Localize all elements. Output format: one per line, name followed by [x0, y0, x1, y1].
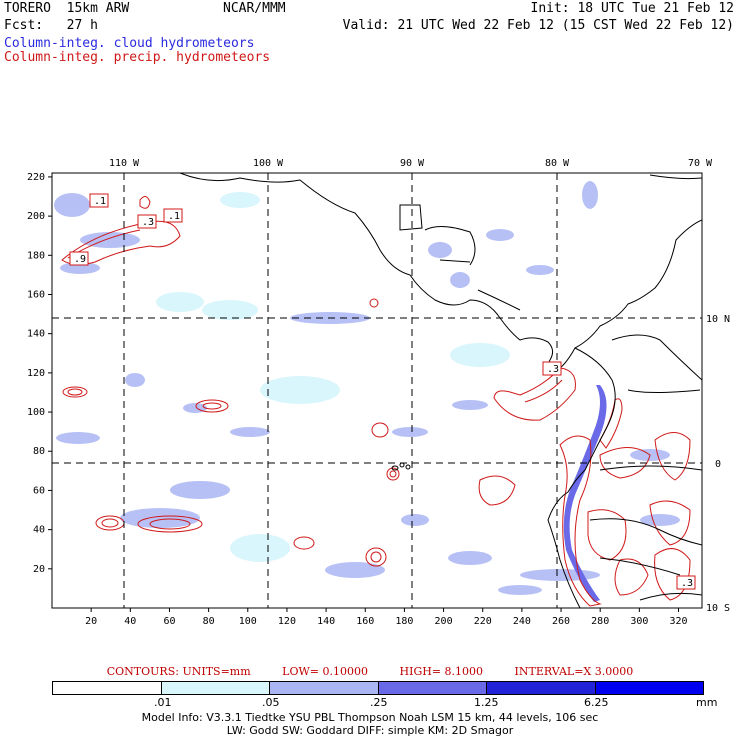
contour-box-label: .3: [681, 578, 693, 589]
x-tick-label: 280: [591, 616, 609, 627]
x-tick-label: 120: [278, 616, 296, 627]
x-tick-label: 100: [239, 616, 257, 627]
x-tick-label: 220: [474, 616, 492, 627]
contour-box-6: .3: [676, 575, 696, 590]
contour-units: CONTOURS: UNITS=mm: [106, 665, 251, 678]
x-tick-label: 140: [317, 616, 335, 627]
y-tick-label: 100: [27, 407, 45, 418]
field-cloud-label: Column-integ. cloud hydrometeors: [4, 36, 255, 51]
longitude-label: 90 W: [400, 158, 425, 169]
field-precip-label: Column-integ. precip. hydrometeors: [4, 50, 271, 65]
x-tick-label: 20: [85, 616, 97, 627]
colorbar-label: .25: [370, 696, 388, 709]
top-longitude-labels: 110 W 100 W 90 W 80 W 70 W: [109, 158, 713, 169]
forecast-hour: Fcst: 27 h: [4, 18, 98, 33]
valid-time: Valid: 21 UTC Wed 22 Feb 12 (15 CST Wed …: [342, 18, 734, 33]
colorbar-label: .05: [262, 696, 280, 709]
latitude-label: 10 S: [706, 603, 730, 614]
x-tick-label: 200: [435, 616, 453, 627]
contour-box-1: .1: [89, 193, 109, 208]
colorbar-cell: [161, 682, 270, 694]
x-tick-label: 60: [163, 616, 175, 627]
forecast-map: .1 .3 .1 .9 .3 .3 110 W 100 W 90 W 80 W 70 W…: [27, 158, 730, 627]
contour-info: CONTOURS: UNITS=mm LOW= 0.10000 HIGH= 8.…: [0, 665, 740, 678]
y-tick-label: 220: [27, 172, 45, 183]
y-tick-label: 180: [27, 250, 45, 261]
coastlines: [179, 173, 702, 608]
init-time: Init: 18 UTC Tue 21 Feb 12: [530, 1, 735, 16]
center-label: NCAR/MMM: [223, 1, 286, 16]
x-axis-ticks: 20 40 60 80 100 120 140 160 180 200 220 240 260 280 30…: [85, 608, 688, 627]
colorbar-cell: [270, 682, 379, 694]
y-tick-label: 20: [33, 564, 45, 575]
x-tick-label: 80: [203, 616, 215, 627]
x-tick-label: 260: [552, 616, 570, 627]
contour-interval: INTERVAL=X 3.0000: [514, 665, 634, 678]
x-tick-label: 40: [124, 616, 136, 627]
colorbar: [52, 681, 704, 695]
axes: 110 W 100 W 90 W 80 W 70 W 10 N 0 10 S 20 40 60 8…: [27, 158, 730, 627]
colorbar-unit: mm: [696, 696, 718, 709]
y-axis-ticks: 20 40 60 80 100 120 140 160 180 200 220: [27, 172, 52, 575]
latitude-label: 10 N: [706, 314, 730, 325]
contour-box-3: .1: [163, 208, 183, 223]
contour-high: HIGH= 8.1000: [399, 665, 484, 678]
contour-box-4: .9: [69, 251, 89, 266]
colorbar-cell: [53, 682, 162, 694]
contour-box-label: .9: [74, 254, 86, 265]
y-tick-label: 120: [27, 368, 45, 379]
colorbar-cell: [378, 682, 487, 694]
colorbar-cell: [487, 682, 596, 694]
colorbar-cell: [595, 682, 703, 694]
contour-low: LOW= 0.10000: [282, 665, 368, 678]
x-tick-label: 300: [630, 616, 648, 627]
y-tick-label: 40: [33, 525, 45, 536]
y-tick-label: 60: [33, 485, 45, 496]
longitude-label: 70 W: [688, 158, 713, 169]
latitude-label: 0: [715, 459, 721, 470]
model-title: TORERO 15km ARW: [4, 1, 130, 16]
graticule: [52, 173, 702, 608]
contour-box-label: .3: [142, 217, 154, 228]
map-frame: [51, 172, 703, 609]
y-tick-label: 140: [27, 329, 45, 340]
colorbar-label: 1.25: [474, 696, 499, 709]
colorbar-label: .01: [154, 696, 172, 709]
longitude-label: 80 W: [545, 158, 570, 169]
contour-box-label: .1: [94, 196, 106, 207]
y-tick-label: 80: [33, 446, 45, 457]
longitude-label: 110 W: [109, 158, 140, 169]
contour-box-label: .1: [168, 211, 180, 222]
y-tick-label: 200: [27, 211, 45, 222]
x-tick-label: 160: [356, 616, 374, 627]
model-info-line2: LW: Godd SW: Goddard DIFF: simple KM: 2D…: [226, 724, 514, 737]
contour-box-5: .3: [542, 361, 562, 376]
x-tick-label: 180: [395, 616, 413, 627]
x-tick-label: 240: [513, 616, 531, 627]
model-info-line1: Model Info: V3.3.1 Tiedtke YSU PBL Thomp…: [141, 711, 599, 724]
contour-value-boxes: .1 .3 .1 .9 .3 .3: [69, 193, 696, 590]
colorbar-label: 6.25: [584, 696, 609, 709]
contour-box-2: .3: [137, 214, 157, 229]
contour-box-label: .3: [547, 364, 559, 375]
right-latitude-labels: 10 N 0 10 S: [706, 314, 730, 614]
cloud-hydrometeor-shading: [54, 181, 680, 602]
y-tick-label: 160: [27, 289, 45, 300]
x-tick-label: 320: [669, 616, 687, 627]
longitude-label: 100 W: [253, 158, 284, 169]
